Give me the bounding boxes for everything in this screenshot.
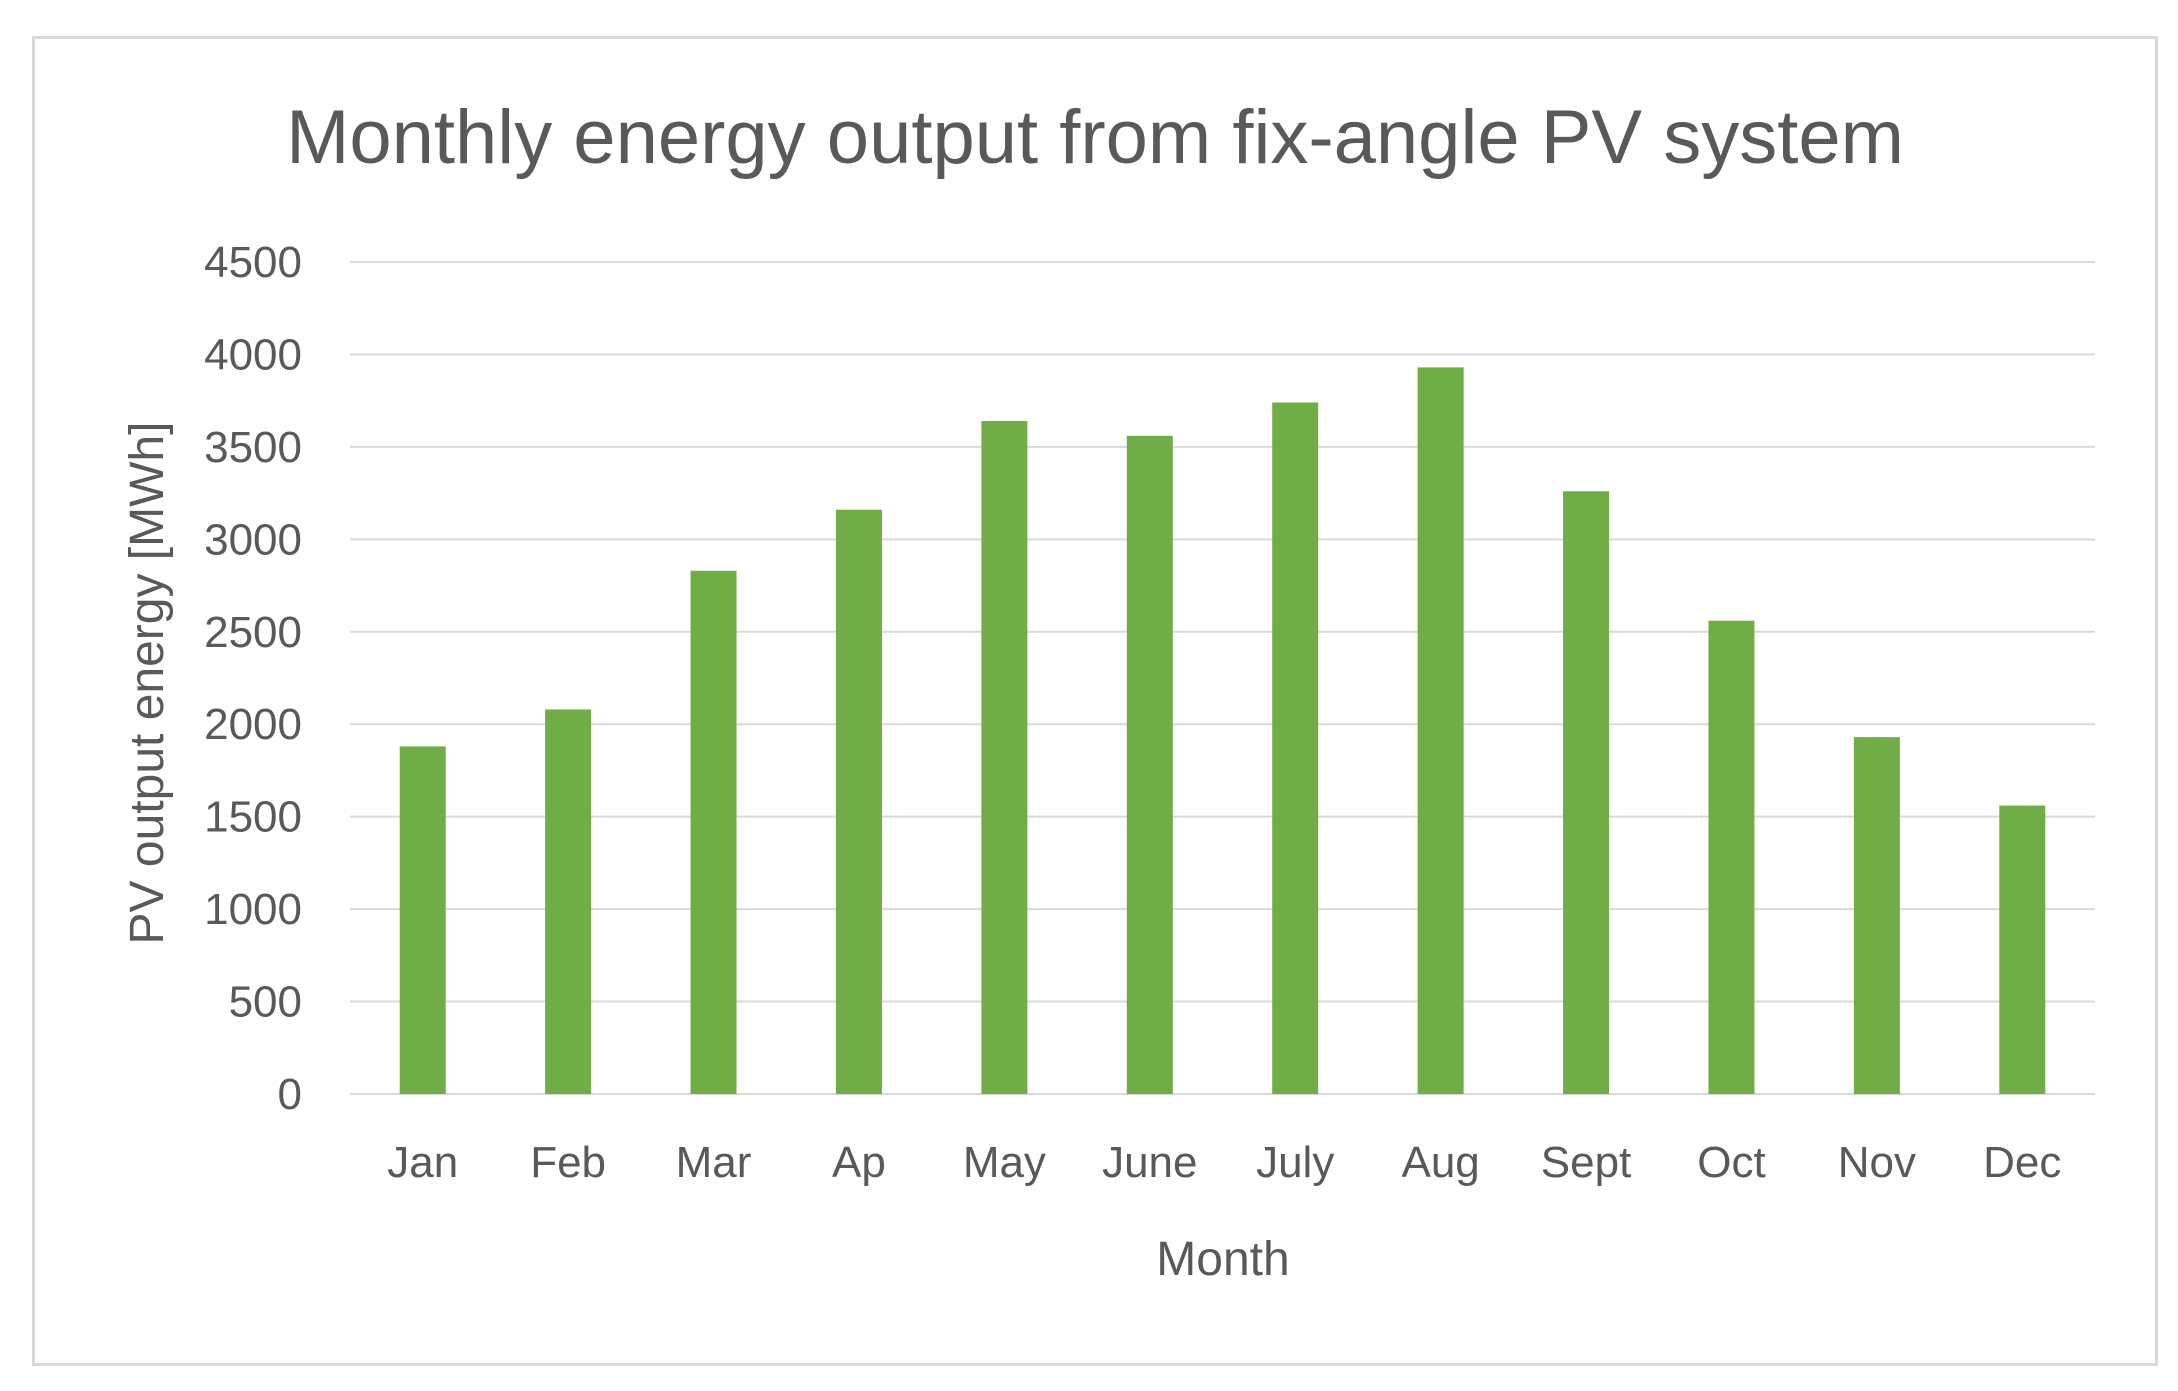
bar-july [1272, 402, 1319, 1094]
x-tick-label: Ap [832, 1138, 886, 1187]
x-tick-label: Dec [1983, 1138, 2061, 1187]
bar-sept [1563, 491, 1610, 1094]
y-axis-ticks: 0 500 1000 1500 2000 2500 3000 3500 4000 4500 [204, 238, 302, 1119]
y-tick-label: 0 [278, 1070, 302, 1119]
y-tick-label: 3500 [204, 423, 302, 472]
y-axis-title: PV output energy [MWh] [121, 422, 174, 945]
x-tick-label: Nov [1838, 1138, 1916, 1187]
x-tick-label: Oct [1697, 1138, 1765, 1187]
x-tick-label: May [963, 1138, 1046, 1187]
bar-aug [1417, 367, 1464, 1094]
bar-feb [545, 709, 592, 1094]
x-tick-label: Feb [530, 1138, 606, 1187]
y-tick-label: 2000 [204, 700, 302, 749]
chart-frame [32, 36, 2158, 1366]
x-tick-label: Sept [1541, 1138, 1632, 1187]
y-tick-label: 3000 [204, 515, 302, 564]
y-tick-label: 4500 [204, 238, 302, 287]
y-tick-label: 1500 [204, 793, 302, 842]
x-axis-ticks: Jan Feb Mar Ap May June July Aug Sept Oct Nov Dec [387, 1138, 2061, 1187]
bar-jan [399, 746, 446, 1094]
bar-june [1126, 435, 1173, 1095]
y-tick-label: 4000 [204, 330, 302, 379]
bar-mar [690, 570, 737, 1094]
x-tick-label: June [1102, 1138, 1197, 1187]
bars [399, 367, 2046, 1095]
bar-oct [1708, 620, 1755, 1094]
chart-title: Monthly energy output from fix-angle PV … [286, 95, 1904, 180]
bar-ap [835, 509, 882, 1094]
y-tick-label: 500 [229, 978, 302, 1027]
x-tick-label: July [1256, 1138, 1334, 1187]
x-tick-label: Aug [1401, 1138, 1479, 1187]
bar-nov [1853, 737, 1900, 1094]
y-tick-label: 2500 [204, 608, 302, 657]
gridlines [350, 261, 2095, 1095]
x-tick-label: Jan [387, 1138, 458, 1187]
bar-may [981, 421, 1028, 1094]
x-axis-title: Month [1156, 1233, 1289, 1286]
bar-dec [1999, 805, 2046, 1094]
y-tick-label: 1000 [204, 885, 302, 934]
x-tick-label: Mar [676, 1138, 752, 1187]
